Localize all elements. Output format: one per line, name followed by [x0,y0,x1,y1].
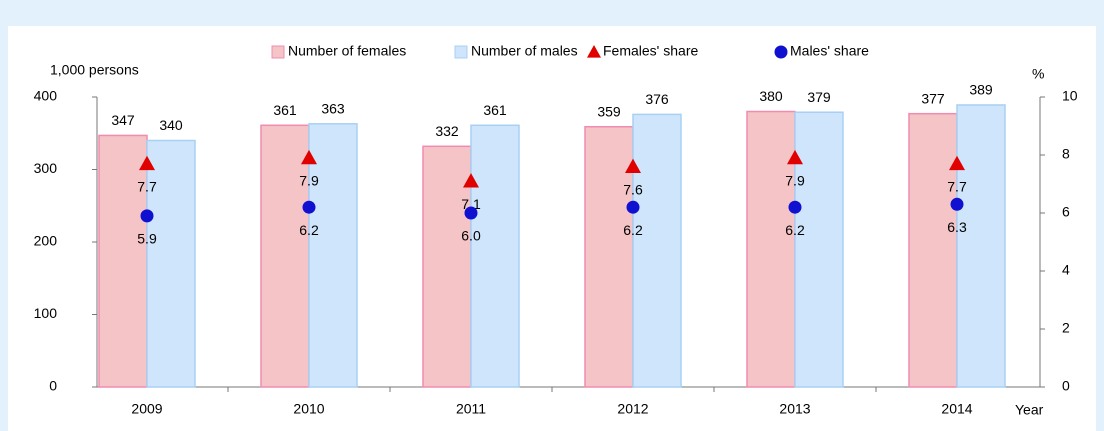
data-label: 6.3 [947,219,967,235]
bar [308,123,358,388]
x-tick-label: 2009 [131,401,162,417]
bar [746,110,796,388]
y-tick-label: 0 [49,378,57,394]
share-marker [950,197,964,211]
legend-label: Females' share [603,43,698,59]
data-label: 389 [969,82,993,98]
share-marker [949,155,965,171]
y-tick-label: 200 [34,233,58,249]
data-label: 6.2 [299,222,319,238]
data-label: 380 [759,88,783,104]
share-marker [626,200,640,214]
data-label: 363 [321,101,345,117]
x-tick-label: 2012 [617,401,648,417]
bar [422,145,472,388]
data-label: 379 [807,89,831,105]
legend-label: Number of males [471,43,578,59]
data-label: 7.6 [623,181,643,197]
y-tick-label: 300 [34,160,58,176]
y2-tick-label: 4 [1062,262,1070,278]
data-label: 7.9 [299,173,319,189]
share-marker [788,200,802,214]
share-marker [301,149,317,165]
bar [632,113,682,388]
bar [470,124,520,388]
y-tick-label: 100 [34,305,58,321]
share-marker [302,200,316,214]
data-label: 347 [111,112,135,128]
legend-swatch [454,45,468,59]
data-label: 7.7 [947,178,967,194]
legend-label: Males' share [790,43,869,59]
y-axis-label: 1,000 persons [50,62,139,78]
data-label: 340 [159,117,183,133]
legend-swatch [271,45,285,59]
bar [98,134,148,388]
data-label: 359 [597,103,621,119]
data-label: 6.2 [623,222,643,238]
legend-marker [774,45,788,59]
y2-axis-label: % [1032,66,1044,82]
y2-tick-label: 2 [1062,320,1070,336]
x-tick-label: 2011 [456,401,486,417]
data-label: 377 [921,90,945,106]
y-tick-label: 400 [34,88,58,104]
share-marker [140,209,154,223]
x-axis-label: Year [1015,402,1044,418]
legend-label: Number of females [288,43,406,59]
x-tick-label: 2010 [293,401,324,417]
bar [584,125,634,388]
data-label: 6.0 [461,228,481,244]
data-label: 7.7 [137,178,157,194]
x-tick-label: 2014 [941,401,972,417]
share-marker [625,158,641,173]
data-label: 6.2 [785,222,805,238]
data-label: 332 [435,123,459,139]
data-label: 376 [645,91,669,107]
data-label: 361 [273,102,297,118]
data-label: 361 [483,102,507,118]
data-label: 7.9 [785,173,805,189]
bar [794,111,844,388]
y2-tick-label: 8 [1062,146,1070,162]
legend-marker [587,45,601,58]
bar [146,139,196,388]
y2-tick-label: 0 [1062,378,1070,394]
share-marker [787,149,803,165]
bar [956,104,1006,388]
share-marker [139,155,155,171]
data-label: 7.1 [461,196,481,212]
bar [908,112,958,388]
x-tick-label: 2013 [779,401,810,417]
data-label: 5.9 [137,231,157,247]
share-marker [463,173,479,188]
share-marker [464,206,478,220]
y2-tick-label: 10 [1062,88,1078,104]
bar [260,124,310,388]
y2-tick-label: 6 [1062,204,1070,220]
